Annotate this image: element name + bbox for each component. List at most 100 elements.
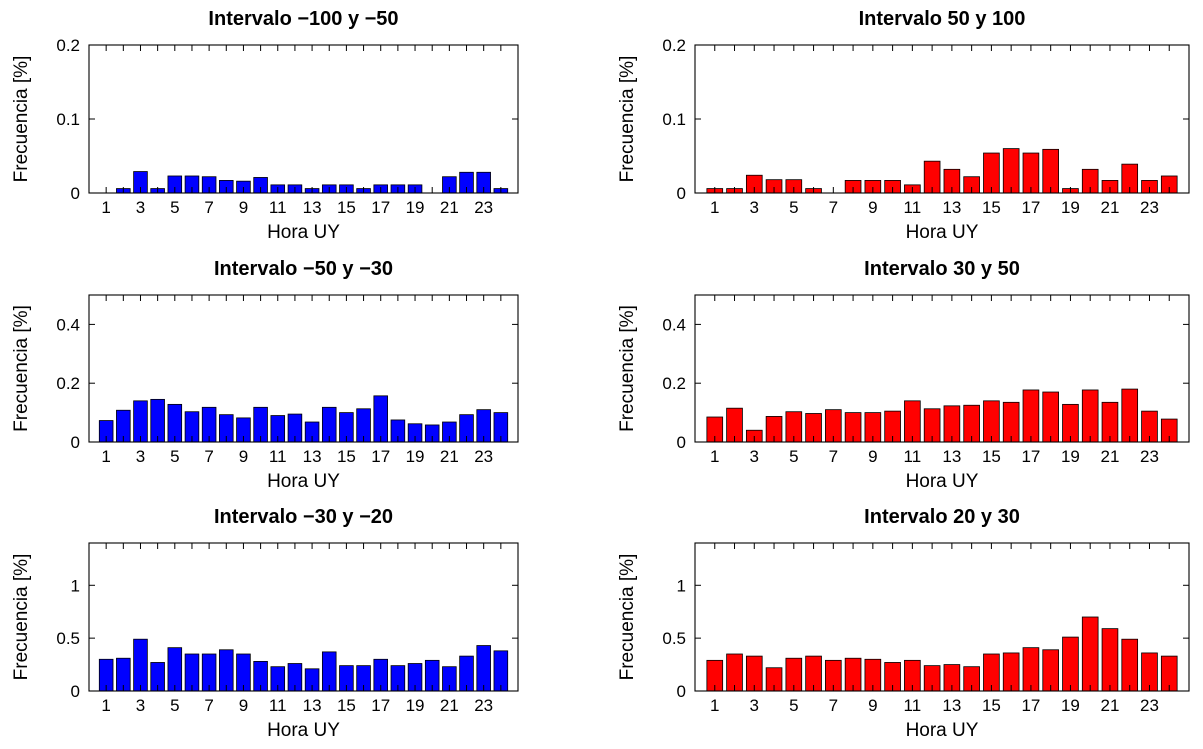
- x-axis-label: Hora UY: [906, 720, 979, 741]
- x-tick-label: 5: [170, 198, 179, 217]
- y-tick-label: 0.1: [662, 110, 686, 129]
- x-tick-label: 5: [789, 696, 798, 715]
- x-tick-label: 19: [1061, 198, 1080, 217]
- x-tick-label: 19: [1061, 447, 1080, 466]
- x-tick-label: 23: [474, 696, 493, 715]
- x-tick-label: 21: [1100, 696, 1119, 715]
- chart-title: Intervalo −50 y −30: [214, 258, 393, 280]
- x-tick-label: 23: [474, 447, 493, 466]
- x-tick-label: 21: [440, 447, 459, 466]
- x-tick-label: 1: [710, 198, 719, 217]
- y-axis-label: Frecuencia [%]: [11, 305, 32, 432]
- x-tick-label: 9: [239, 198, 248, 217]
- x-tick-label: 15: [982, 447, 1001, 466]
- x-axis-label: Hora UY: [267, 720, 340, 741]
- x-tick-label: 5: [170, 696, 179, 715]
- chart-title: Intervalo 20 y 30: [864, 506, 1020, 528]
- y-tick-label: 0.2: [662, 36, 686, 55]
- x-tick-label: 15: [337, 696, 356, 715]
- bar: [1022, 389, 1040, 443]
- x-tick-label: 17: [371, 198, 390, 217]
- bar: [983, 400, 1000, 443]
- x-tick-label: 13: [942, 696, 961, 715]
- y-tick-label: 0.2: [56, 36, 80, 55]
- x-tick-label: 11: [269, 198, 287, 217]
- x-tick-label: 1: [101, 696, 110, 715]
- bar: [133, 638, 148, 692]
- x-tick-label: 19: [1061, 696, 1080, 715]
- x-tick-label: 11: [904, 447, 922, 466]
- x-tick-label: 5: [789, 198, 798, 217]
- bar: [1101, 628, 1119, 692]
- x-tick-label: 7: [204, 198, 213, 217]
- bar: [133, 400, 148, 443]
- y-axis-label: Frecuencia [%]: [617, 305, 638, 432]
- bar: [1121, 388, 1139, 443]
- bar: [904, 400, 921, 443]
- chart-title: Intervalo −100 y −50: [208, 8, 398, 30]
- x-tick-label: 11: [269, 447, 287, 466]
- x-tick-label: 1: [101, 447, 110, 466]
- x-tick-label: 9: [239, 447, 248, 466]
- chart-title: Intervalo 30 y 50: [864, 258, 1020, 280]
- x-tick-label: 11: [904, 696, 922, 715]
- bar: [219, 649, 234, 692]
- plot-frame: [88, 542, 519, 692]
- bar: [1081, 389, 1099, 443]
- y-tick-label: 0.4: [56, 315, 80, 334]
- x-tick-label: 5: [789, 447, 798, 466]
- x-axis-label: Hora UY: [267, 471, 340, 492]
- x-tick-label: 7: [829, 198, 838, 217]
- x-tick-label: 17: [1021, 696, 1040, 715]
- x-tick-label: 7: [204, 447, 213, 466]
- y-tick-label: 0.5: [662, 629, 686, 648]
- bar: [1062, 636, 1079, 692]
- bar: [1042, 148, 1059, 194]
- y-tick-label: 1: [677, 576, 686, 595]
- y-tick-label: 0.4: [662, 315, 686, 334]
- x-tick-label: 11: [904, 198, 922, 217]
- x-tick-label: 13: [303, 447, 322, 466]
- x-tick-label: 3: [136, 696, 145, 715]
- y-tick-label: 0.5: [56, 629, 80, 648]
- x-tick-label: 23: [474, 198, 493, 217]
- x-tick-label: 3: [136, 447, 145, 466]
- x-tick-label: 7: [204, 696, 213, 715]
- x-tick-label: 13: [942, 198, 961, 217]
- y-axis-label: Frecuencia [%]: [617, 554, 638, 681]
- x-axis-label: Hora UY: [267, 222, 340, 243]
- x-tick-label: 5: [170, 447, 179, 466]
- x-tick-label: 3: [750, 198, 759, 217]
- x-tick-label: 1: [710, 447, 719, 466]
- y-tick-label: 0: [677, 433, 686, 452]
- x-tick-label: 23: [1140, 447, 1159, 466]
- bar: [1002, 148, 1020, 194]
- x-tick-label: 21: [1100, 198, 1119, 217]
- bar: [373, 395, 388, 443]
- y-axis-label: Frecuencia [%]: [11, 554, 32, 681]
- plot-frame: [694, 294, 1190, 443]
- x-tick-label: 3: [750, 696, 759, 715]
- y-axis-label: Frecuencia [%]: [11, 56, 32, 183]
- bar: [1081, 616, 1099, 692]
- plot-frame: [88, 294, 519, 443]
- x-tick-label: 3: [750, 447, 759, 466]
- bar: [150, 398, 165, 443]
- bar: [493, 650, 509, 692]
- bar: [476, 645, 491, 692]
- x-tick-label: 7: [829, 447, 838, 466]
- y-tick-label: 0: [71, 184, 80, 203]
- x-tick-label: 13: [303, 696, 322, 715]
- x-tick-label: 1: [710, 696, 719, 715]
- x-tick-label: 7: [829, 696, 838, 715]
- y-tick-label: 0.1: [56, 110, 80, 129]
- y-tick-label: 0.2: [56, 374, 80, 393]
- x-axis-label: Hora UY: [906, 471, 979, 492]
- plot-frame: [694, 542, 1190, 692]
- x-tick-label: 21: [1100, 447, 1119, 466]
